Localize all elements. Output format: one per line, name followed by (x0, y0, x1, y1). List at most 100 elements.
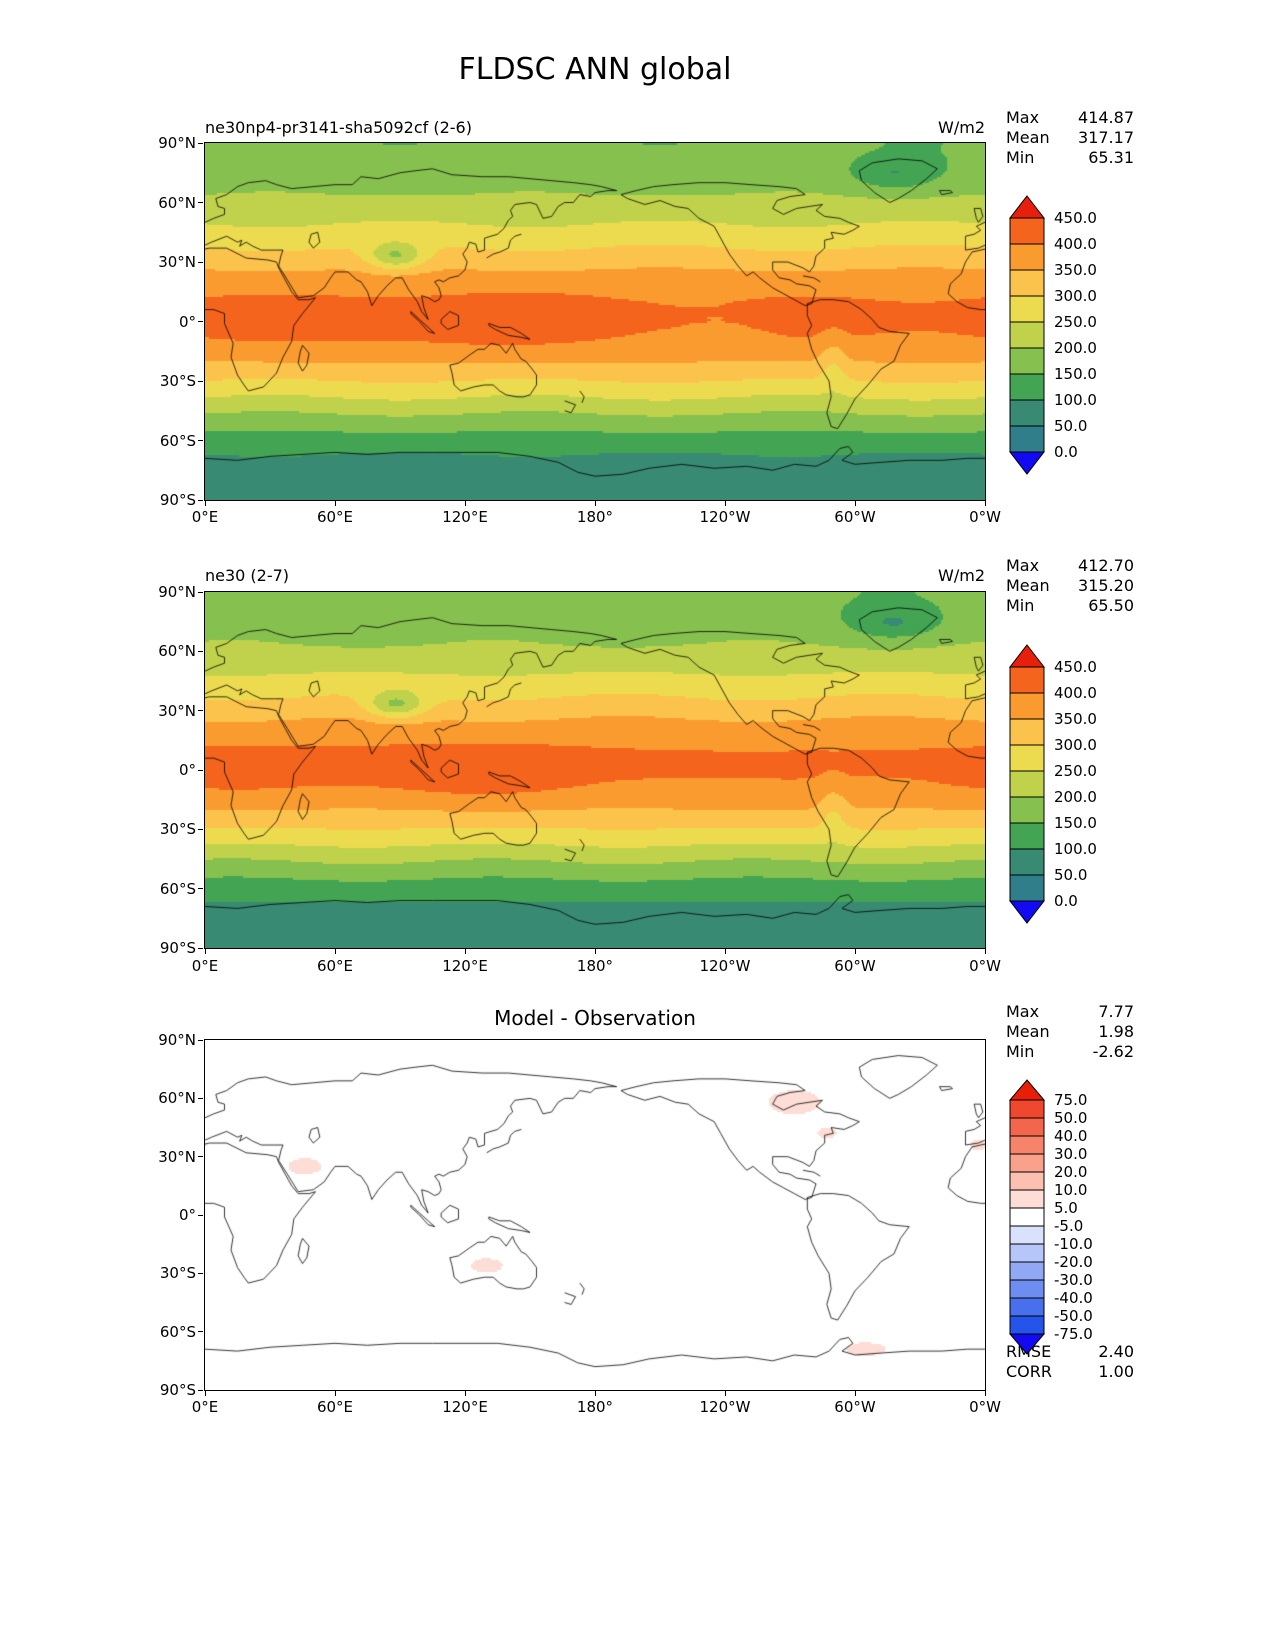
x-tick-mark (724, 949, 726, 954)
colorbar-segment (1009, 425, 1045, 453)
stat-label: Mean (1006, 128, 1050, 147)
colorbar-segment (1009, 269, 1045, 297)
y-tick-label: 30°S (159, 820, 196, 839)
colorbar-segment (1009, 744, 1045, 772)
corr-value: 1.00 (1098, 1362, 1134, 1381)
stat-row: Mean 317.17 (1006, 128, 1134, 148)
colorbar-tick-label: 450.0 (1054, 209, 1097, 227)
stat-row: Max 7.77 (1006, 1002, 1134, 1022)
colorbar-tick-label: 75.0 (1054, 1091, 1088, 1109)
y-tick-label: 90°S (159, 1381, 196, 1399)
stat-value: 65.31 (1088, 148, 1134, 167)
colorbar-segment (1009, 295, 1045, 323)
stat-row: Min 65.31 (1006, 148, 1134, 168)
stat-value: 7.77 (1098, 1002, 1134, 1021)
y-tick-mark (198, 321, 203, 322)
colorbar-tick-label: 20.0 (1054, 1163, 1088, 1181)
y-tick-mark (198, 888, 203, 890)
colorbar-tick-label: 300.0 (1054, 287, 1097, 305)
y-tick-mark (198, 1331, 203, 1333)
y-tick-mark (198, 142, 203, 144)
x-tick-mark (334, 949, 336, 954)
y-tick-label: 90°N (158, 134, 196, 152)
x-tick-mark (464, 501, 466, 506)
y-tick-label: 60°S (159, 431, 196, 450)
colorbar-tick-label: -10.0 (1054, 1235, 1093, 1253)
x-tick-mark (594, 949, 596, 954)
y-tick-label: 60°S (159, 1322, 196, 1341)
colorbar-tick-label: 350.0 (1054, 710, 1097, 728)
x-tick-mark (854, 949, 856, 954)
y-tick-label: 30°N (158, 1147, 196, 1166)
x-tick-label: 60°W (834, 957, 876, 975)
panel1-stats: Max 414.87 Mean 317.17 Min 65.31 (1006, 108, 1134, 168)
x-tick-label: 120°E (442, 1398, 488, 1416)
colorbar-tick-label: 100.0 (1054, 391, 1097, 409)
colorbar-tick-label: 50.0 (1054, 1109, 1088, 1127)
colorbar-segment (1009, 1243, 1045, 1263)
x-tick-label: 0°E (191, 957, 219, 975)
x-tick-label: 0°W (969, 1398, 1001, 1416)
y-tick-label: 0° (178, 312, 196, 331)
y-tick-mark (198, 828, 203, 830)
colorbar-tick-label: 300.0 (1054, 736, 1097, 754)
colorbar-tick-label: 400.0 (1054, 235, 1097, 253)
colorbar-segment (1009, 848, 1045, 876)
colorbar-tick-label: 400.0 (1054, 684, 1097, 702)
colorbar-tick-label: 150.0 (1054, 365, 1097, 383)
x-tick-label: 180° (576, 1398, 614, 1416)
stat-row: Mean 315.20 (1006, 576, 1134, 596)
y-tick-label: 60°N (158, 193, 196, 212)
y-tick-mark (198, 591, 203, 593)
x-tick-label: 120°W (699, 508, 751, 526)
y-tick-label: 90°S (159, 939, 196, 957)
colorbar-segment (1009, 217, 1045, 245)
colorbar-segment (1009, 321, 1045, 349)
y-tick-label: 60°N (158, 642, 196, 661)
colorbar-segment (1009, 1135, 1045, 1155)
x-tick-mark (464, 949, 466, 954)
colorbar-tick-label: 250.0 (1054, 313, 1097, 331)
y-tick-mark (198, 1156, 203, 1158)
colorbar-tick-label: -30.0 (1054, 1271, 1093, 1289)
colorbar-tick-label: 40.0 (1054, 1127, 1088, 1145)
colorbar-segment (1009, 1117, 1045, 1137)
x-tick-mark (984, 501, 986, 506)
stat-label: Max (1006, 108, 1040, 127)
x-tick-mark (204, 949, 206, 954)
y-tick-mark (198, 202, 203, 203)
stat-row: Mean 1.98 (1006, 1022, 1134, 1042)
x-tick-label: 0°W (969, 957, 1001, 975)
colorbar-segment (1009, 874, 1045, 902)
y-tick-label: 60°S (159, 879, 196, 898)
colorbar-tick-label: -40.0 (1054, 1289, 1093, 1307)
map-canvas-difference (204, 1039, 986, 1391)
colorbar-segment (1009, 399, 1045, 427)
y-tick-label: 0° (178, 1206, 196, 1224)
x-tick-mark (334, 501, 336, 506)
y-tick-label: 30°S (159, 372, 196, 390)
colorbar-tick-label: -50.0 (1054, 1307, 1093, 1325)
stat-label: Mean (1006, 1022, 1050, 1041)
colorbar-tick-label: 50.0 (1054, 866, 1088, 884)
stat-value: 315.20 (1078, 576, 1134, 595)
y-tick-mark (198, 947, 203, 949)
colorbar-tick-label: -75.0 (1054, 1325, 1093, 1343)
colorbar-segment (1009, 1315, 1045, 1335)
x-tick-mark (984, 949, 986, 954)
colorbar-tick-label: 150.0 (1054, 814, 1097, 832)
colorbar-segment (1009, 1189, 1045, 1209)
colorbar-tick-label: -5.0 (1054, 1217, 1084, 1235)
x-tick-label: 60°E (316, 957, 354, 975)
y-tick-mark (198, 710, 203, 712)
x-tick-label: 0°E (191, 1398, 219, 1416)
corr-row: CORR 1.00 (1006, 1362, 1134, 1382)
colorbar-svg (1009, 1079, 1045, 1355)
x-tick-label: 120°E (442, 957, 488, 975)
stat-value: 414.87 (1078, 108, 1134, 127)
colorbar-tick-label: 100.0 (1054, 840, 1097, 858)
stat-row: Max 414.87 (1006, 108, 1134, 128)
x-tick-label: 120°W (699, 957, 751, 975)
colorbar-segment (1009, 822, 1045, 850)
